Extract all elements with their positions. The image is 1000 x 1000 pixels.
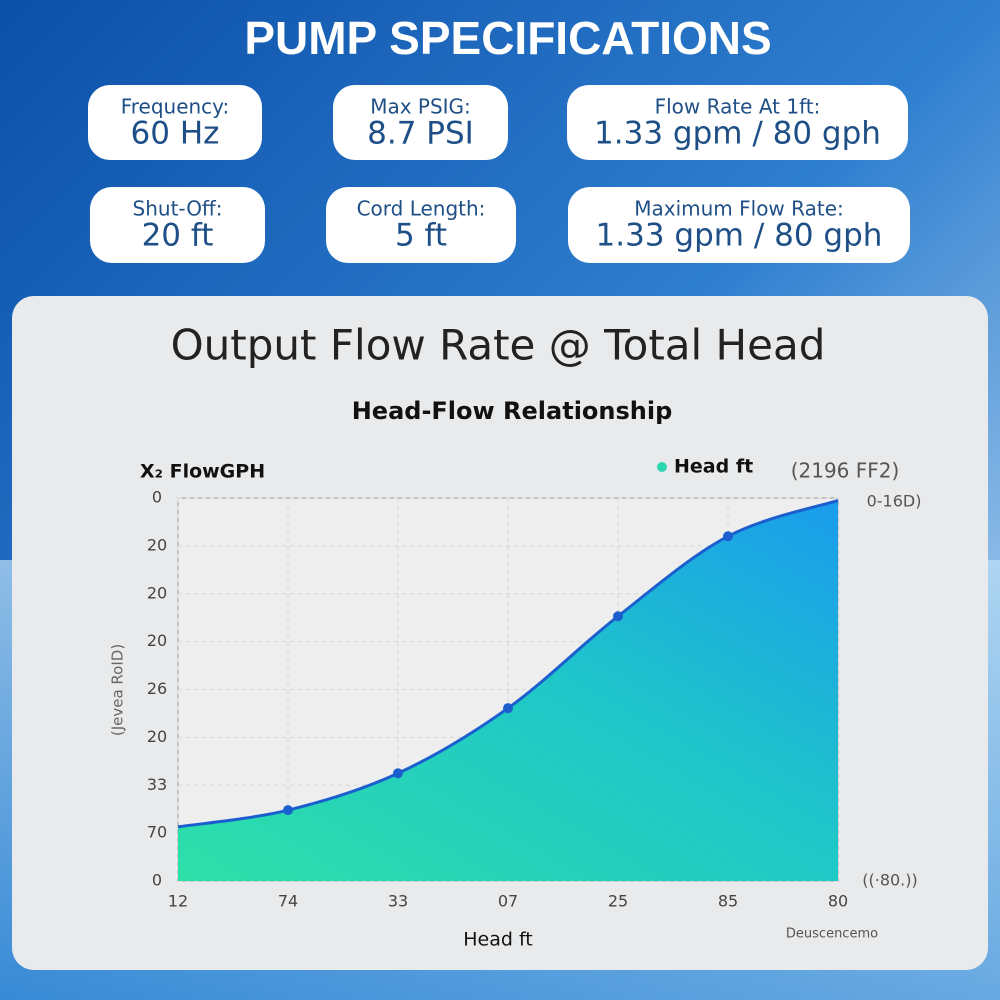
area-fill xyxy=(178,500,838,881)
spec-value: 8.7 PSI xyxy=(367,116,474,152)
spec-value: 60 Hz xyxy=(131,116,220,152)
chart-title: Output Flow Rate @ Total Head xyxy=(171,321,826,370)
annotation: 0-16D) xyxy=(867,492,922,511)
spec-box xyxy=(567,85,908,160)
spec-value: 20 ft xyxy=(142,218,214,254)
spec-label: Cord Length: xyxy=(357,197,486,221)
point xyxy=(613,611,623,622)
y-tick-label: 20 xyxy=(147,583,167,602)
spec-box xyxy=(568,187,910,263)
y-tick-label: 20 xyxy=(147,631,167,650)
spec-label: Shut-Off: xyxy=(133,197,223,221)
spec-box xyxy=(326,187,516,263)
spec-label: Max PSIG: xyxy=(370,95,471,119)
annotation: Deuscencemo xyxy=(786,927,878,942)
page-title: PUMP SPECIFICATIONS xyxy=(244,12,771,64)
x-tick-label: 85 xyxy=(718,892,738,911)
y-tick-label: 70 xyxy=(147,823,167,842)
spec-label: Maximum Flow Rate: xyxy=(634,197,844,221)
y-tick-label: 20 xyxy=(147,727,167,746)
y-tick-label: 0 xyxy=(152,871,162,890)
x-tick-label: 33 xyxy=(388,892,408,911)
point xyxy=(393,768,403,779)
x-tick-label: 12 xyxy=(168,892,188,911)
y-tick-label: 0 xyxy=(152,488,162,507)
x-tick-label: 80 xyxy=(828,892,848,911)
legend-marker xyxy=(657,462,667,472)
x-tick-label: 07 xyxy=(498,892,518,911)
legend-label: Head ft xyxy=(674,456,753,478)
spec-value: 1.33 gpm / 80 gph xyxy=(596,218,883,254)
spec-box xyxy=(333,85,508,160)
spec-value: 5 ft xyxy=(395,218,447,254)
annotation: (2196 FF2) xyxy=(791,459,900,483)
annotation: ((·80.)) xyxy=(862,871,918,890)
spec-label: Flow Rate At 1ft: xyxy=(655,95,821,119)
point xyxy=(283,805,293,816)
spec-value: 1.33 gpm / 80 gph xyxy=(594,116,881,152)
spec-label: Frequency: xyxy=(121,95,230,119)
y-tick-label: 26 xyxy=(147,679,167,698)
chart: 0 70 33 20 26 20 20 20 0 12 74 33 07 25 85 80 Head ft (21… xyxy=(147,456,922,942)
point xyxy=(723,531,733,542)
spec-box xyxy=(88,85,262,160)
x-axis-title: Head ft xyxy=(463,929,533,951)
y-axis-title: X₂ FlowGPH xyxy=(140,461,265,483)
point xyxy=(503,703,513,714)
y-tick-label: 20 xyxy=(147,535,167,554)
spec-boxes: Frequency:60 Hz Max PSIG:8.7 PSI Flow Rate… xyxy=(88,85,910,263)
chart-subtitle: Head-Flow Relationship xyxy=(352,397,673,425)
y-tick-label: 33 xyxy=(147,775,167,794)
spec-box xyxy=(90,187,265,263)
x-tick-label: 74 xyxy=(278,892,298,911)
x-tick-label: 25 xyxy=(608,892,628,911)
rotated-label: (Jevea RoID) xyxy=(109,644,127,736)
